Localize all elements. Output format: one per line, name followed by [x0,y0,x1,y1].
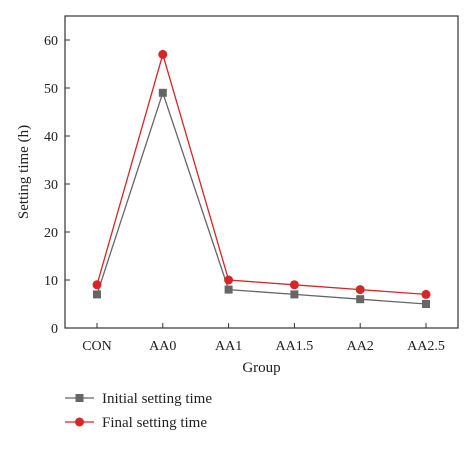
tick-labels: 0 10 20 30 40 50 60 CON AA0 AA1 AA1.5 AA2 AA2.5 [44,34,445,354]
data-point-initial [93,290,101,299]
data-point-final [289,280,299,290]
y-axis-title: Setting time (h) [16,125,32,219]
y-tick-label: 60 [44,34,58,49]
series-lines [92,49,431,308]
y-tick-label: 20 [44,226,58,241]
x-tick-label: AA0 [149,339,176,354]
data-point-initial [356,295,365,304]
legend-label: Final setting time [102,415,207,431]
plot-frame [64,15,459,329]
series-line-2 [96,52,427,296]
data-point-initial [158,88,167,97]
x-tick-label: AA1 [215,339,242,354]
axes [64,15,459,329]
y-tick-label: 10 [44,274,58,289]
x-tick-label: AA2 [347,339,374,354]
legend-label: Initial setting time [102,391,212,407]
x-tick-label: CON [82,339,112,354]
data-point-final [355,285,365,295]
data-point-final [421,289,431,299]
data-point-initial [422,300,430,308]
y-tick-label: 50 [44,82,58,97]
x-tick-label: AA2.5 [407,339,445,354]
data-point-final [224,275,234,285]
y-tick-label: 40 [44,130,58,145]
legend: Initial setting time Final setting time [65,391,212,431]
data-point-initial [290,290,299,299]
y-tick-label: 0 [51,322,58,337]
data-point-final [158,49,168,59]
series-line-1 [96,90,427,305]
legend-marker-square [75,394,84,402]
x-tick-label: AA1.5 [276,339,314,354]
x-axis-title: Group [242,360,280,376]
data-point-final [92,280,102,290]
legend-marker-circle [75,417,84,427]
data-point-initial [224,285,233,294]
y-tick-label: 30 [44,178,58,193]
